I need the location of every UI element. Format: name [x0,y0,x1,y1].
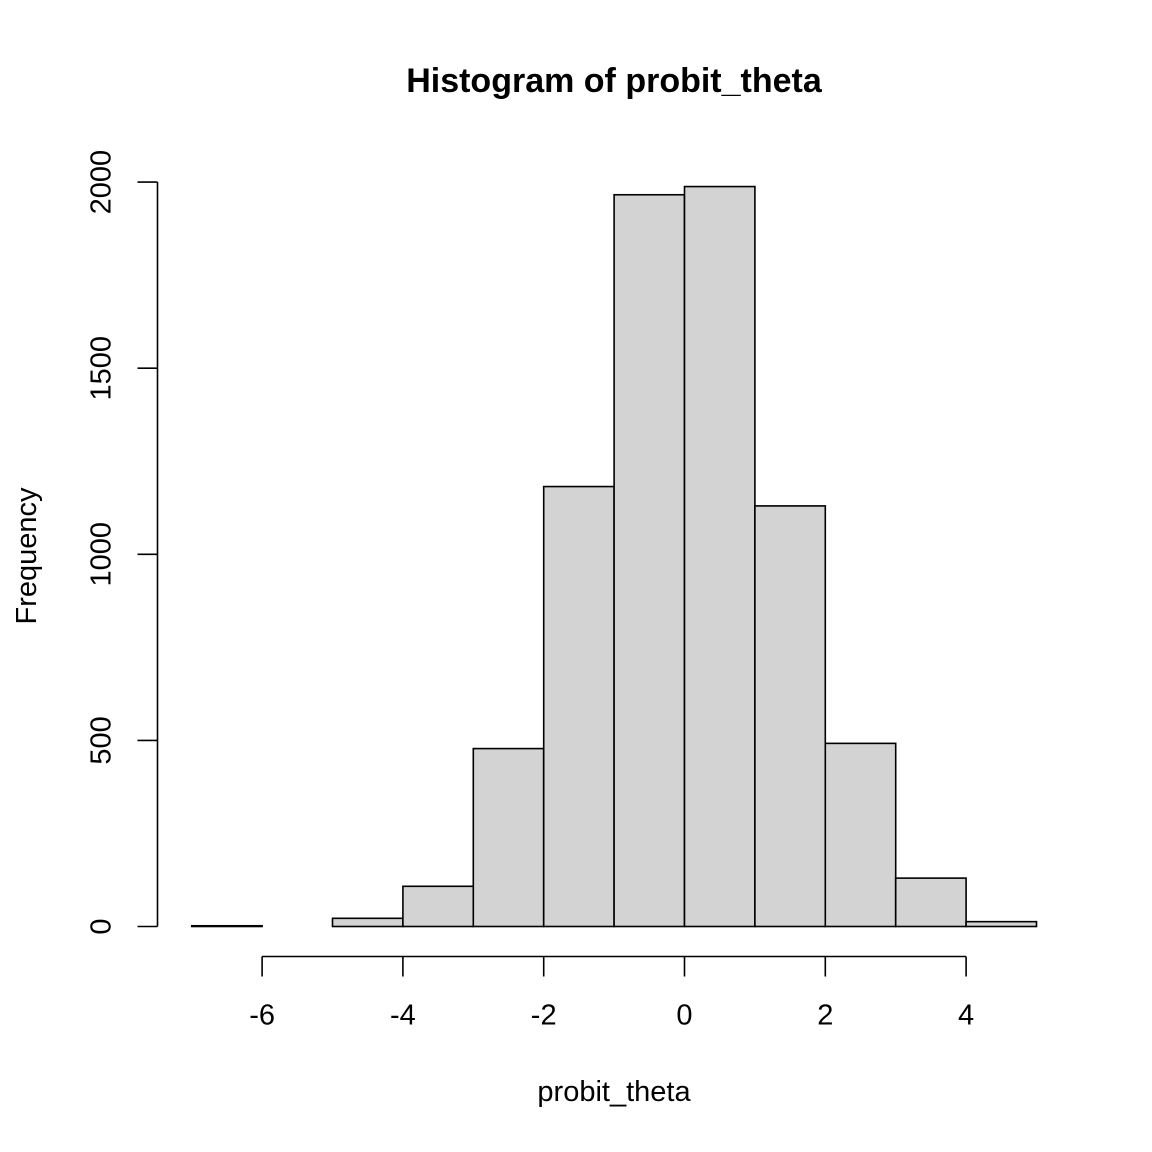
y-axis-label: Frequency [11,487,43,625]
histogram-bar [190,924,263,928]
y-tick-label: 1000 [86,522,118,587]
y-axis: 0 500 1000 1500 2000 [86,150,159,935]
histogram-bar [754,505,827,928]
x-axis-label: probit_theta [537,1076,691,1108]
x-axis: -6 -4 -2 0 2 4 [249,955,974,1032]
x-tick-label: -2 [531,1000,557,1032]
x-tick-label: 2 [817,1000,833,1032]
histogram-bar [402,885,475,928]
x-tick-label: 4 [958,1000,974,1032]
histogram-bar [542,485,615,928]
chart-title: Histogram of probit_theta [406,62,823,100]
x-tick-label: -6 [249,1000,275,1032]
y-tick-label: 0 [86,918,118,934]
y-tick-label: 1500 [86,336,118,401]
bars-group [190,185,1038,928]
x-tick-label: 0 [676,1000,692,1032]
histogram-bar [824,742,897,928]
histogram-bar [331,917,404,928]
x-tick-label: -4 [390,1000,416,1032]
histogram-bar [613,193,686,928]
y-tick-label: 500 [86,716,118,764]
histogram-bar [965,920,1038,928]
histogram-bar [683,185,756,928]
y-tick-label: 2000 [86,150,118,215]
histogram-bar [894,877,967,928]
histogram-bar [472,747,545,928]
